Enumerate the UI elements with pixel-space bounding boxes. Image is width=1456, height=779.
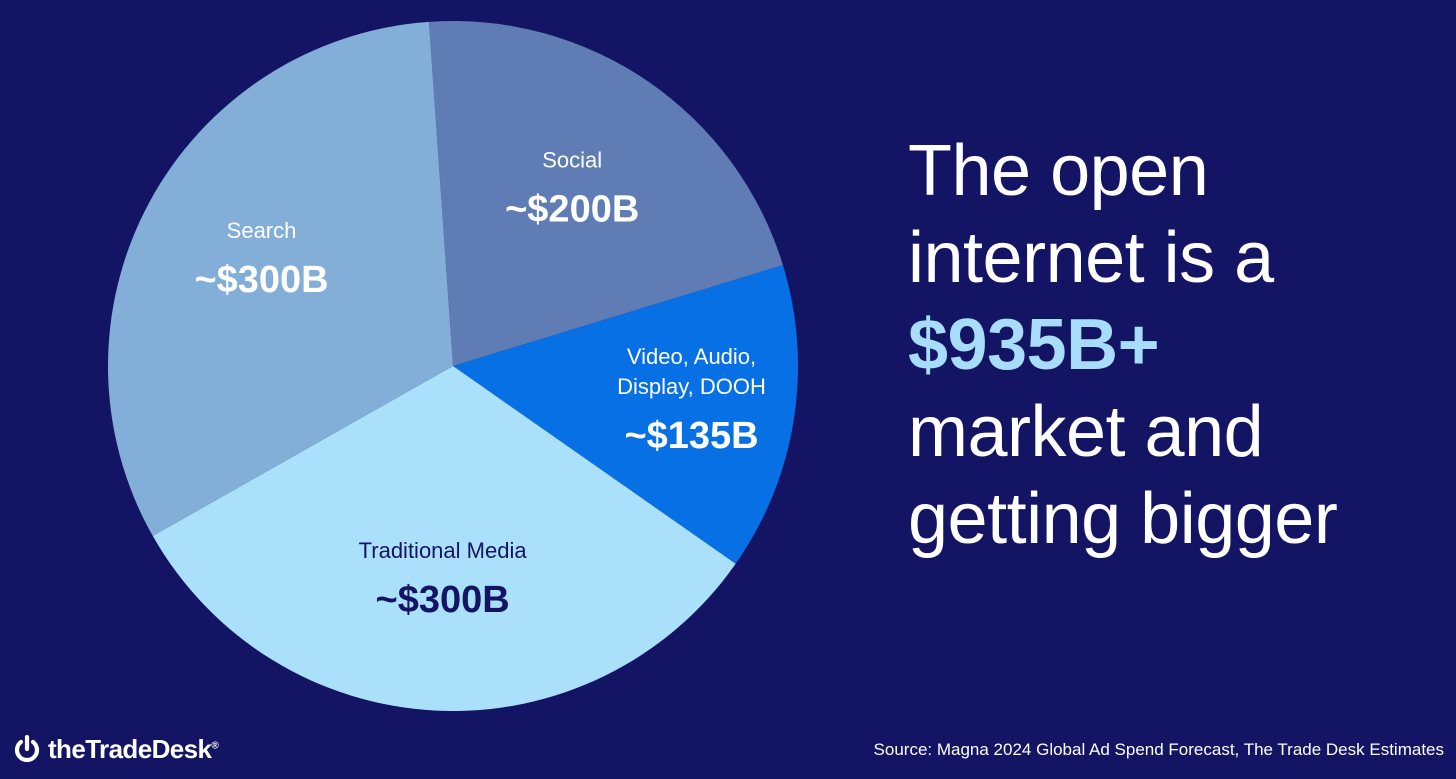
headline-line-2: internet is a (908, 218, 1274, 298)
source-note: Source: Magna 2024 Global Ad Spend Forec… (873, 740, 1444, 759)
slice-label-video-audio-display-dooh: Video, Audio, (627, 344, 756, 369)
slice-label-search: Search (227, 218, 297, 243)
power-icon (14, 734, 40, 762)
headline-highlight: $935B+ (908, 305, 1160, 385)
pie-slice-traditional-media (152, 366, 736, 711)
slice-label-traditional-media: Traditional Media (359, 538, 528, 563)
pie-slice-social (428, 21, 783, 367)
headline-line-5: getting bigger (908, 479, 1338, 559)
headline-line-1: The open (908, 131, 1209, 211)
slice-value-traditional-media: ~$300B (376, 579, 510, 621)
slice-value-video-audio-display-dooh: ~$135B (624, 415, 758, 457)
slice-value-search: ~$300B (194, 259, 328, 301)
slice-label-social: Social (542, 148, 602, 173)
headline: The open internet is a $935B+ market and… (908, 128, 1448, 563)
headline-line-4: market and (908, 392, 1264, 472)
pie-chart: Social ~$200B Video, Audio, Display, DOOH ~$… (108, 21, 799, 711)
pie-slice-search (108, 21, 454, 536)
slice-value-social: ~$200B (505, 189, 639, 231)
trade-desk-logo: theTradeDesk® (12, 734, 219, 765)
slice-label-video-audio-display-dooh: Display, DOOH (617, 374, 766, 399)
pie-slice-video-audio-display-dooh (453, 265, 799, 564)
logo-text: theTradeDesk® (48, 734, 219, 764)
